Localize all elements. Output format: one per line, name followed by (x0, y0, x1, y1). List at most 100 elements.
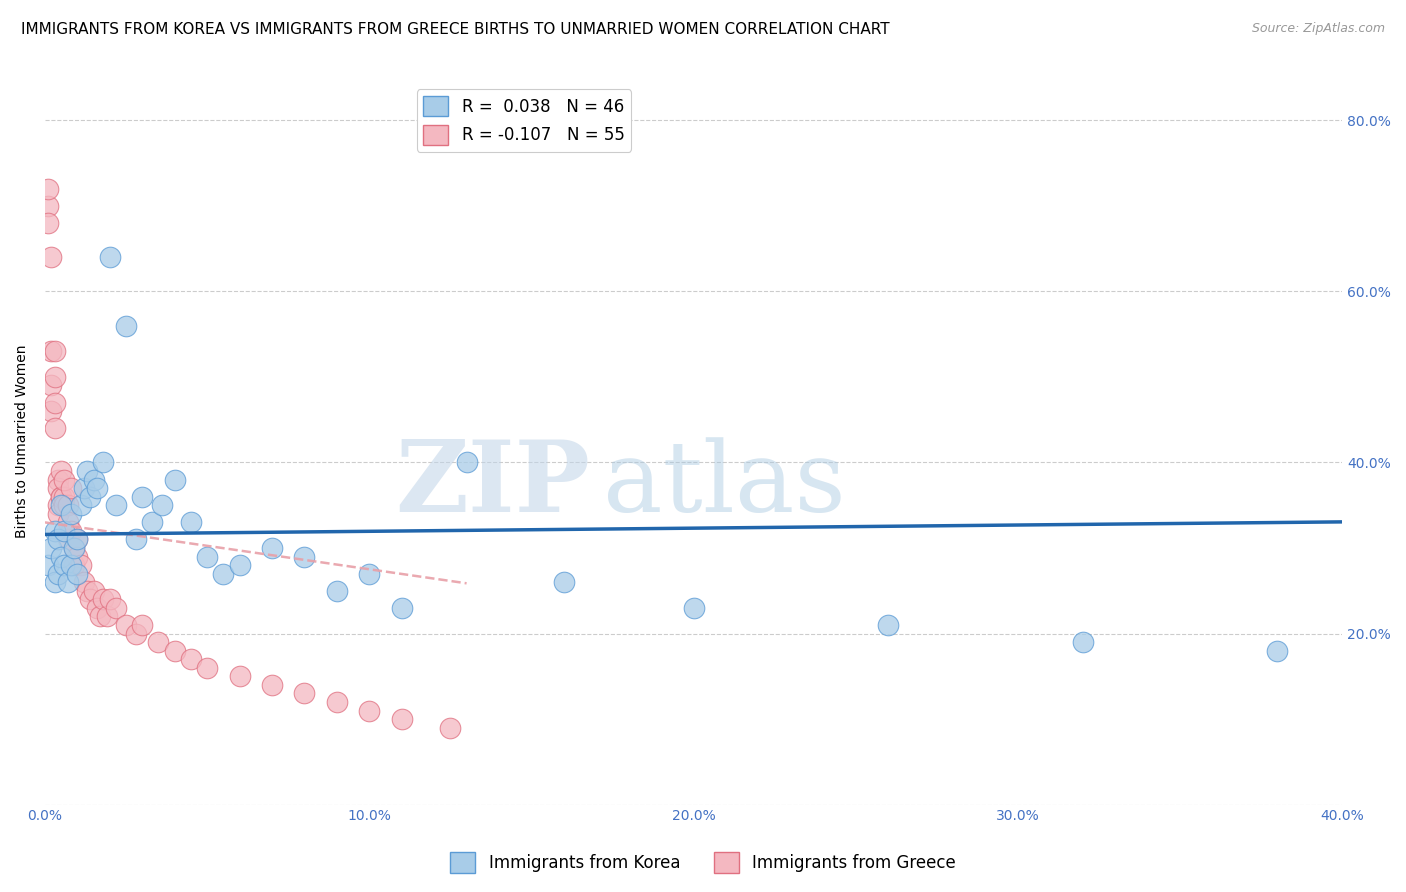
Point (73, 481, 96, 495)
Point (69, 558, 91, 572)
Point (59, 558, 82, 572)
Point (37, 216, 59, 230)
Point (326, 583, 349, 598)
Point (51, 490, 73, 504)
Point (41, 404, 63, 418)
Legend: R =  0.038   N = 46, R = -0.107   N = 55: R = 0.038 N = 46, R = -0.107 N = 55 (416, 89, 631, 152)
Point (83, 473, 105, 487)
Point (59, 481, 82, 495)
Point (98, 250, 121, 264)
Point (180, 652, 202, 666)
Point (37, 181, 59, 195)
Point (105, 600, 128, 615)
Point (79, 592, 101, 607)
Point (93, 455, 115, 469)
Point (359, 566, 381, 581)
Point (131, 618, 153, 632)
Point (66, 566, 89, 581)
Point (66, 533, 89, 547)
Point (51, 464, 73, 478)
Point (89, 609, 111, 624)
Point (46, 533, 69, 547)
Text: Source: ZipAtlas.com: Source: ZipAtlas.com (1251, 22, 1385, 36)
Point (53, 473, 76, 487)
Point (51, 498, 73, 512)
Point (98, 592, 121, 607)
Point (125, 626, 148, 640)
Point (195, 661, 218, 675)
Point (46, 507, 69, 521)
Point (76, 464, 98, 478)
Point (86, 600, 108, 615)
Point (44, 575, 66, 590)
Point (76, 583, 98, 598)
Point (37, 199, 59, 213)
Point (66, 533, 89, 547)
Text: atlas: atlas (603, 437, 845, 533)
Point (682, 600, 704, 615)
Point (51, 549, 73, 564)
Point (228, 558, 250, 572)
Point (163, 473, 186, 487)
Point (456, 455, 478, 469)
Point (46, 498, 69, 512)
Point (59, 524, 82, 538)
Point (69, 498, 91, 512)
Point (46, 481, 69, 495)
Point (212, 566, 235, 581)
Text: ZIP: ZIP (395, 436, 591, 533)
Point (53, 558, 76, 572)
Point (66, 549, 89, 564)
Point (79, 490, 101, 504)
Point (56, 533, 79, 547)
Point (46, 473, 69, 487)
Point (260, 678, 283, 692)
Point (41, 378, 63, 392)
Point (294, 686, 316, 700)
Point (150, 498, 173, 512)
Point (41, 250, 63, 264)
Point (63, 541, 86, 555)
Point (148, 635, 170, 649)
Point (115, 618, 138, 632)
Point (56, 498, 79, 512)
Point (59, 507, 82, 521)
Point (41, 344, 63, 359)
Point (56, 575, 79, 590)
Point (359, 704, 381, 718)
Point (105, 498, 128, 512)
Point (73, 575, 96, 590)
Point (877, 618, 900, 632)
Point (53, 524, 76, 538)
Point (41, 541, 63, 555)
Point (44, 524, 66, 538)
Point (44, 421, 66, 435)
Point (83, 583, 105, 598)
Point (260, 541, 283, 555)
Point (195, 549, 218, 564)
Point (141, 516, 163, 530)
Point (53, 490, 76, 504)
Y-axis label: Births to Unmarried Women: Births to Unmarried Women (15, 344, 30, 538)
Point (163, 643, 186, 657)
Point (63, 541, 86, 555)
Point (86, 481, 108, 495)
Legend: Immigrants from Korea, Immigrants from Greece: Immigrants from Korea, Immigrants from G… (444, 846, 962, 880)
Point (44, 395, 66, 409)
Point (180, 516, 202, 530)
Point (44, 344, 66, 359)
Point (96, 609, 118, 624)
Point (326, 695, 349, 709)
Point (115, 318, 138, 333)
Point (125, 533, 148, 547)
Point (46, 566, 69, 581)
Point (553, 575, 575, 590)
Point (37, 558, 59, 572)
Point (1267, 643, 1289, 657)
Point (131, 490, 153, 504)
Point (1071, 635, 1094, 649)
Point (391, 600, 413, 615)
Point (51, 490, 73, 504)
Point (53, 498, 76, 512)
Point (228, 669, 250, 683)
